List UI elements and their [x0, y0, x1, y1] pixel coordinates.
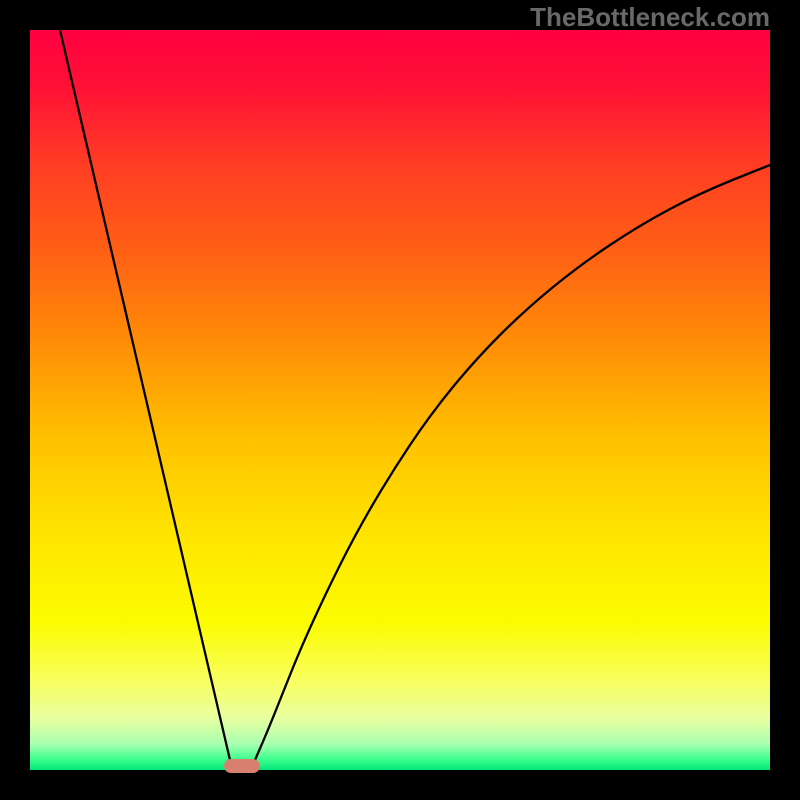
bottleneck-curve — [60, 30, 770, 770]
outer-frame: TheBottleneck.com — [0, 0, 800, 800]
chart-svg — [0, 0, 800, 800]
watermark-text: TheBottleneck.com — [530, 2, 770, 33]
vertex-marker — [224, 759, 260, 773]
